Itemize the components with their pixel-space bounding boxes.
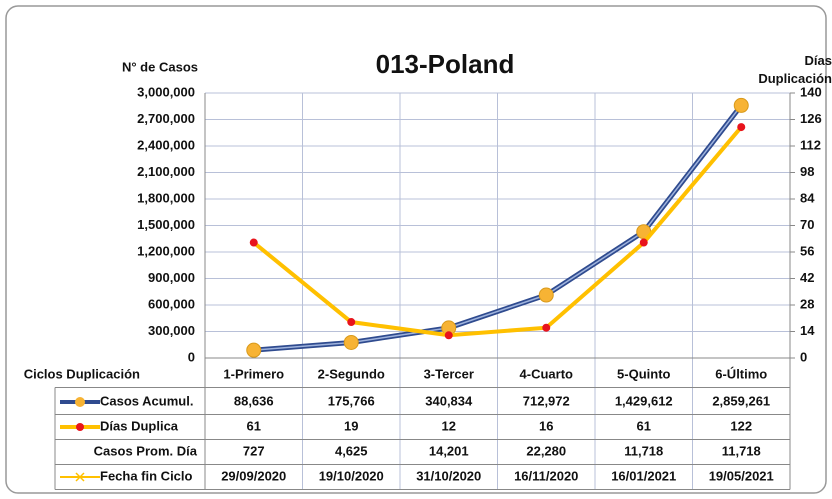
y2-tick-label: 42	[800, 270, 814, 285]
marker	[347, 318, 356, 327]
table-cell: 727	[243, 443, 265, 458]
legend-marker	[76, 423, 84, 431]
y-tick-label: 1,500,000	[137, 217, 195, 232]
y-axis-label: N° de Casos	[122, 59, 198, 74]
y-tick-label: 1,800,000	[137, 190, 195, 205]
y2-axis-label: Días Duplicación	[758, 53, 832, 86]
y2-tick-label: 84	[800, 190, 815, 205]
table-cell: 29/09/2020	[221, 468, 286, 483]
table-cell: 19	[344, 418, 358, 433]
table-cell: 16	[539, 418, 553, 433]
y-tick-label: 2,400,000	[137, 137, 195, 152]
legend-label: Días Duplica	[100, 418, 179, 433]
x-tick-label: 3-Tercer	[424, 366, 474, 381]
y-tick-label: 300,000	[148, 323, 195, 338]
legend-label: Casos Acumul.	[100, 393, 193, 408]
row-label: Casos Prom. Día	[94, 443, 198, 458]
x-tick-label: 4-Cuarto	[520, 366, 574, 381]
table-cell: 61	[247, 418, 261, 433]
marker	[538, 287, 554, 303]
legend-marker	[75, 397, 85, 407]
x-tick-label: 6-Último	[715, 366, 767, 381]
marker	[444, 331, 453, 340]
x-tick-label: 1-Primero	[223, 366, 284, 381]
y-tick-label: 1,200,000	[137, 243, 195, 258]
table-cell: 16/11/2020	[514, 468, 578, 483]
y-tick-label: 0	[188, 349, 195, 364]
y-tick-label: 3,000,000	[137, 84, 195, 99]
y-tick-label: 600,000	[148, 296, 195, 311]
y2-tick-label: 140	[800, 84, 822, 99]
y2-tick-label: 98	[800, 164, 814, 179]
y2-tick-label: 126	[800, 111, 822, 126]
table-cell: 88,636	[234, 393, 274, 408]
y2-tick-label: 56	[800, 243, 814, 258]
marker	[542, 323, 551, 332]
table-cell: 22,280	[526, 443, 566, 458]
table-cell: 175,766	[328, 393, 375, 408]
series-line	[252, 125, 743, 338]
y-tick-label: 2,100,000	[137, 164, 195, 179]
y2-tick-label: 0	[800, 349, 807, 364]
table-cell: 31/10/2020	[416, 468, 481, 483]
series-line-highlight	[253, 104, 742, 351]
table-cell: 19/10/2020	[319, 468, 384, 483]
table-cell: 4,625	[335, 443, 368, 458]
y2-tick-label: 14	[800, 323, 815, 338]
table-cell: 14,201	[429, 443, 469, 458]
legend-marker	[75, 472, 85, 482]
row-label: Fecha fin Ciclo	[100, 468, 193, 483]
table-cell: 340,834	[425, 393, 473, 408]
x-tick-label: 5-Quinto	[617, 366, 670, 381]
y-tick-label: 900,000	[148, 270, 195, 285]
table-cell: 122	[730, 418, 752, 433]
table-cell: 61	[637, 418, 651, 433]
table-cell: 11,718	[722, 443, 761, 458]
table-header: Ciclos Duplicación	[24, 366, 140, 381]
y2-tick-label: 112	[800, 137, 821, 152]
table-cell: 19/05/2021	[709, 468, 774, 483]
table-cell: 2,859,261	[712, 393, 770, 408]
y2-tick-label: 28	[800, 296, 814, 311]
table-cell: 12	[442, 418, 456, 433]
y2-tick-label: 70	[800, 217, 814, 232]
table-cell: 1,429,612	[615, 393, 673, 408]
table-cell: 11,718	[624, 443, 663, 458]
marker	[343, 334, 359, 350]
chart-border	[5, 5, 827, 494]
marker	[737, 123, 746, 132]
x-tick-label: 2-Segundo	[318, 366, 385, 381]
marker	[246, 342, 262, 358]
marker	[639, 238, 648, 247]
marker	[733, 97, 749, 113]
y-tick-label: 2,700,000	[137, 111, 195, 126]
table-cell: 16/01/2021	[611, 468, 676, 483]
marker	[249, 238, 258, 247]
chart-title: 013-Poland	[376, 49, 515, 79]
table-cell: 712,972	[523, 393, 570, 408]
